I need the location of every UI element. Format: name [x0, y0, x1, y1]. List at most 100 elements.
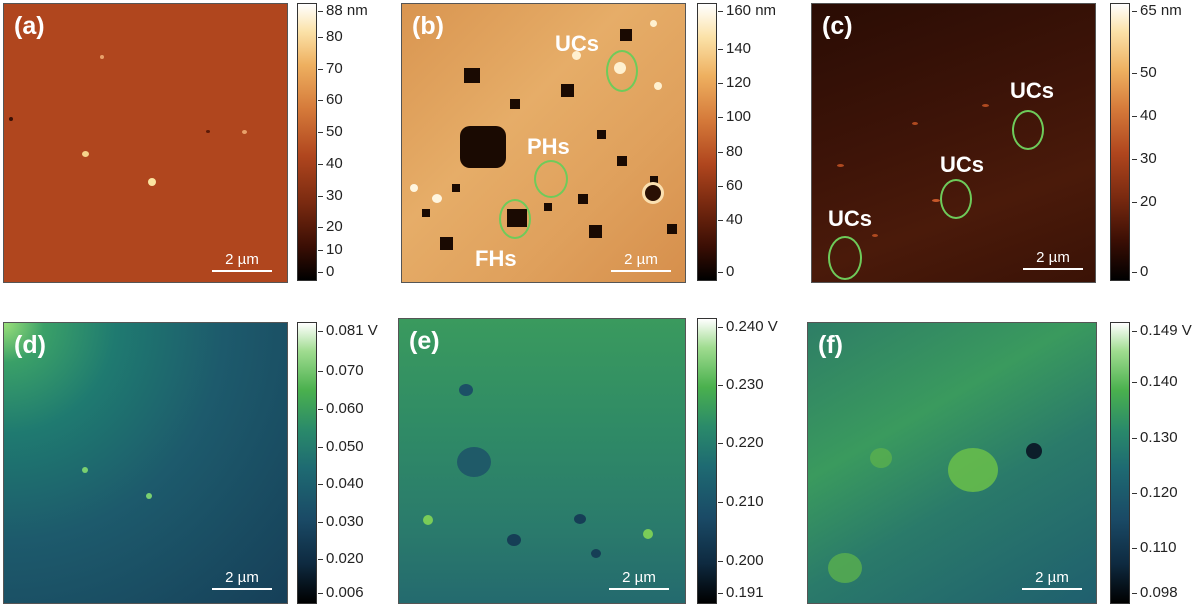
- pit: [620, 29, 632, 41]
- large-pit: [460, 126, 506, 168]
- colorbar-tick: 50: [1132, 64, 1157, 81]
- bright-spot: [643, 529, 653, 539]
- colorbar-tick: 40: [318, 155, 343, 172]
- annotation-fhs: FHs: [475, 246, 517, 271]
- cluster: [432, 194, 442, 203]
- colorbar-tick: 0.098: [1132, 584, 1178, 601]
- dark-spot: [507, 534, 521, 546]
- colorbar-tick: 20: [318, 218, 343, 235]
- bright-region: [828, 553, 862, 583]
- scale-bar-label: 2 µm: [622, 569, 656, 586]
- scale-bar-label: 2 µm: [1035, 569, 1069, 586]
- panel-a-afm-image: (a) 2 µm: [3, 3, 288, 283]
- colorbar-tick: 20: [1132, 193, 1157, 210]
- pit: [452, 184, 460, 192]
- scale-bar: 2 µm: [1023, 249, 1083, 270]
- scale-bar: 2 µm: [609, 569, 669, 590]
- colorbar-tick: 80: [718, 143, 743, 160]
- dark-spot: [1026, 443, 1042, 459]
- colorbar-tick: 65 nm: [1132, 2, 1182, 19]
- panel-label: (a): [14, 12, 45, 40]
- pit: [544, 203, 552, 211]
- pit: [464, 68, 480, 83]
- cluster: [410, 184, 418, 192]
- panel-c-afm-image: (c) UCs UCs UCs 2 µm: [811, 3, 1096, 283]
- dark-spot: [457, 447, 491, 477]
- colorbar-tick: 60: [718, 177, 743, 194]
- colorbar-tick: 70: [318, 60, 343, 77]
- colorbar-d: [297, 322, 317, 604]
- scale-bar-line: [1022, 588, 1082, 590]
- colorbar-tick: 50: [318, 123, 343, 140]
- particle: [206, 130, 210, 133]
- dark-spot: [591, 549, 601, 558]
- pit: [440, 237, 453, 250]
- colorbar-tick: 0.030: [318, 513, 364, 530]
- annotation-circle-fhs: [499, 199, 531, 239]
- colorbar-e: [697, 318, 717, 604]
- colorbar-tick: 40: [1132, 107, 1157, 124]
- scale-bar-line: [609, 588, 669, 590]
- colorbar-tick: 0: [317, 263, 335, 280]
- colorbar-tick: 0.210: [718, 493, 764, 510]
- panel-label: (c): [822, 12, 853, 40]
- cluster: [654, 82, 662, 90]
- annotation-ucs: UCs: [1010, 78, 1055, 103]
- colorbar-tick: 0.081 V: [318, 322, 378, 339]
- colorbar-b: [697, 3, 717, 281]
- pit: [589, 225, 602, 238]
- panel-label: (f): [818, 331, 843, 359]
- pit: [617, 156, 627, 166]
- pit: [578, 194, 588, 204]
- colorbar-tick: 100: [717, 108, 752, 125]
- panel-f-kpfm-image: (f) 2 µm: [807, 322, 1097, 604]
- annotation-circle-phs: [534, 160, 568, 198]
- colorbar-tick: 0: [717, 263, 735, 280]
- pit: [561, 84, 574, 97]
- cluster: [642, 182, 664, 204]
- panel-e-kpfm-image: (e) 2 µm: [398, 318, 686, 604]
- scale-bar-line: [212, 270, 272, 272]
- colorbar-tick: 0.130: [1132, 429, 1178, 446]
- particle: [242, 130, 247, 134]
- colorbar-tick: 0.006: [318, 584, 364, 601]
- cluster: [572, 51, 581, 60]
- annotation-ucs: UCs: [828, 206, 873, 231]
- colorbar-tick: 0: [1131, 263, 1149, 280]
- colorbar-tick: 0.020: [318, 550, 364, 567]
- scale-bar-label: 2 µm: [1036, 249, 1070, 266]
- colorbar-tick: 0.040: [318, 475, 364, 492]
- colorbar-tick: 60: [318, 91, 343, 108]
- scale-bar-label: 2 µm: [225, 251, 259, 268]
- scale-bar-line: [212, 588, 272, 590]
- bright-streak: [872, 234, 878, 237]
- colorbar-tick: 0.191: [718, 584, 764, 601]
- colorbar-tick: 0.230: [718, 376, 764, 393]
- colorbar-f: [1110, 322, 1130, 604]
- colorbar-c: [1110, 3, 1130, 281]
- scale-bar: 2 µm: [1022, 569, 1082, 590]
- panel-label: (d): [14, 331, 46, 359]
- pit: [650, 176, 658, 184]
- panel-b-afm-image: (b) UCs PHs FHs 2 µm: [401, 3, 686, 283]
- colorbar-tick: 0.149 V: [1132, 322, 1192, 339]
- colorbar-tick: 0.200: [718, 552, 764, 569]
- annotation-circle-ucs: [940, 179, 972, 219]
- scale-bar-line: [611, 270, 671, 272]
- colorbar-tick: 0.110: [1131, 539, 1177, 556]
- colorbar-tick: 88 nm: [318, 2, 368, 19]
- colorbar-tick: 0.240 V: [718, 318, 778, 335]
- scale-bar-label: 2 µm: [225, 569, 259, 586]
- particle: [9, 117, 13, 121]
- colorbar-tick: 0.220: [718, 434, 764, 451]
- colorbar-tick: 0.140: [1132, 373, 1178, 390]
- particle: [82, 151, 89, 157]
- bright-streak: [912, 122, 918, 125]
- colorbar-tick: 160 nm: [717, 2, 777, 19]
- annotation-ucs: UCs: [555, 31, 600, 56]
- annotation-circle-ucs: [828, 236, 862, 280]
- pit: [667, 224, 677, 234]
- colorbar-tick: 140: [717, 40, 752, 57]
- pit: [597, 130, 606, 139]
- bright-region: [948, 448, 998, 492]
